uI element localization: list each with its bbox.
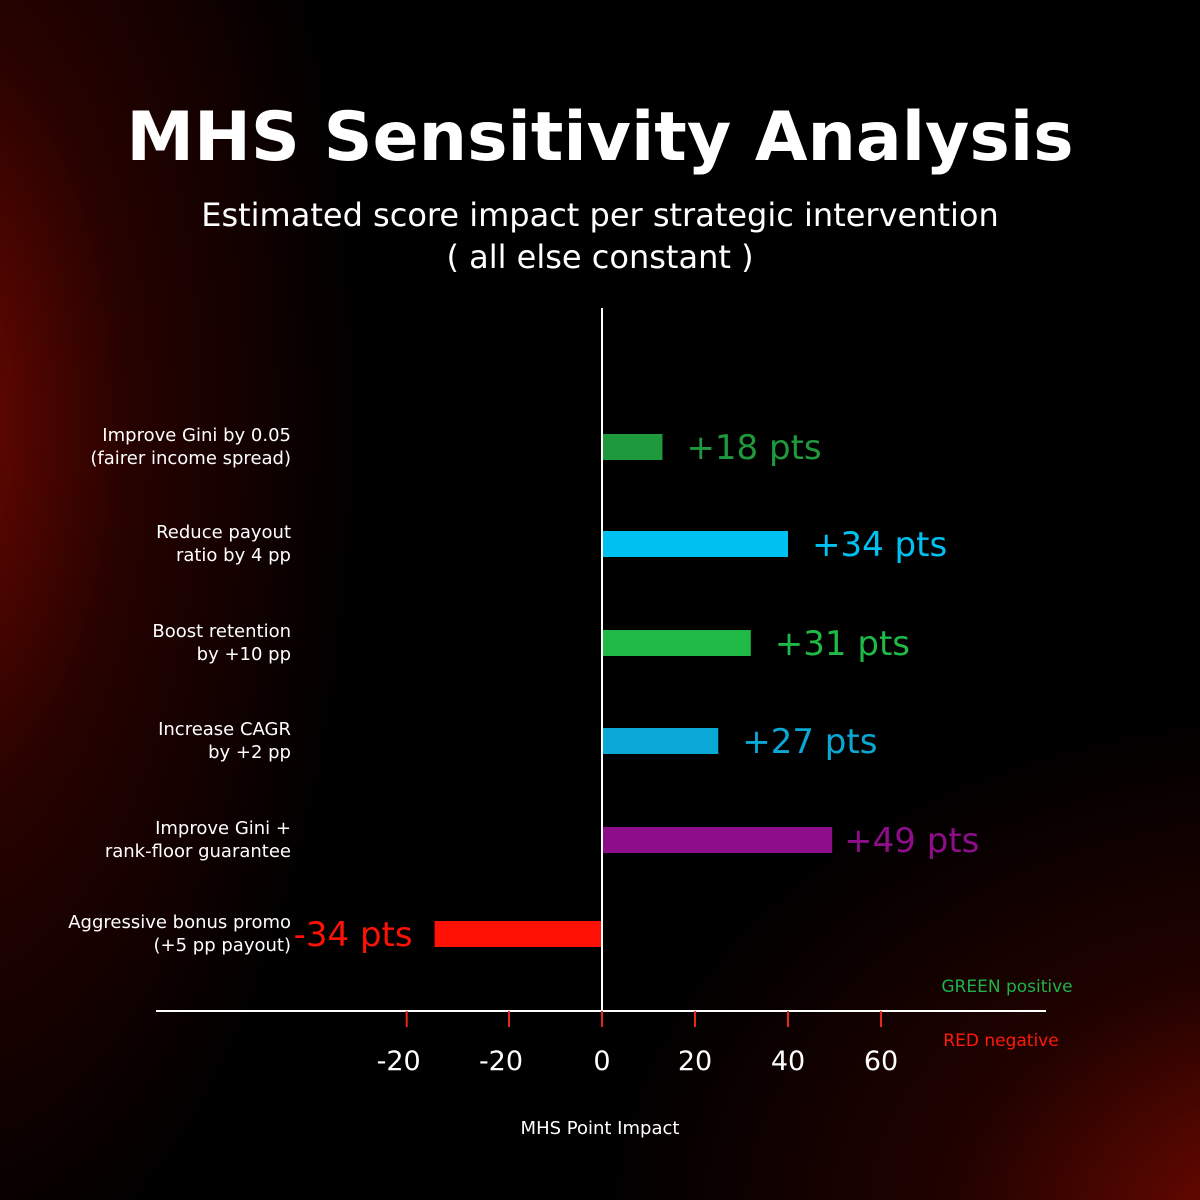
category-label: Improve Gini + [155,818,291,839]
chart-subtitle-line-2: ( all else constant ) [446,238,753,276]
bar [602,630,751,656]
bar [434,921,602,947]
bar-data-label: +49 pts [844,821,979,861]
x-tick-label: 0 [593,1046,610,1077]
x-tick-label: -20 [479,1046,523,1077]
bar [602,728,719,754]
bars-layer: +18 pts Improve Gini by 0.05(fairer incom… [68,425,979,956]
bar-data-label: +34 pts [812,525,947,565]
category-label: Aggressive bonus promo [68,912,291,933]
category-label: Increase CAGR [158,719,291,740]
category-label: Boost retention [152,621,291,642]
category-label: Improve Gini by 0.05 [102,425,291,446]
bar-data-label: +31 pts [775,624,910,664]
category-label: by +2 pp [208,742,291,763]
legend-positive: GREEN positive [941,977,1072,997]
x-tick-label: -20 [377,1046,421,1077]
chart-title: MHS Sensitivity Analysis [126,98,1073,177]
category-label: by +10 pp [197,644,291,665]
x-tick-label: 40 [771,1046,805,1077]
bar-data-label: +27 pts [742,722,877,762]
bar [602,434,663,460]
bar-data-label: +18 pts [686,428,821,468]
x-axis: -20 -20 0 20 40 60 [156,308,1046,1077]
bar [602,827,833,853]
x-axis-label: MHS Point Impact [521,1118,680,1139]
bar-data-label: -34 pts [294,915,413,955]
legend-negative: RED negative [943,1031,1058,1051]
chart-subtitle-line-1: Estimated score impact per strategic int… [201,196,999,234]
category-label: (fairer income spread) [90,448,291,469]
category-label: Reduce payout [156,522,291,543]
category-label: rank-floor guarantee [105,841,291,862]
x-tick-label: 60 [864,1046,898,1077]
category-label: (+5 pp payout) [154,935,291,956]
category-label: ratio by 4 pp [176,545,291,566]
x-tick-label: 20 [678,1046,712,1077]
bar [602,531,788,557]
